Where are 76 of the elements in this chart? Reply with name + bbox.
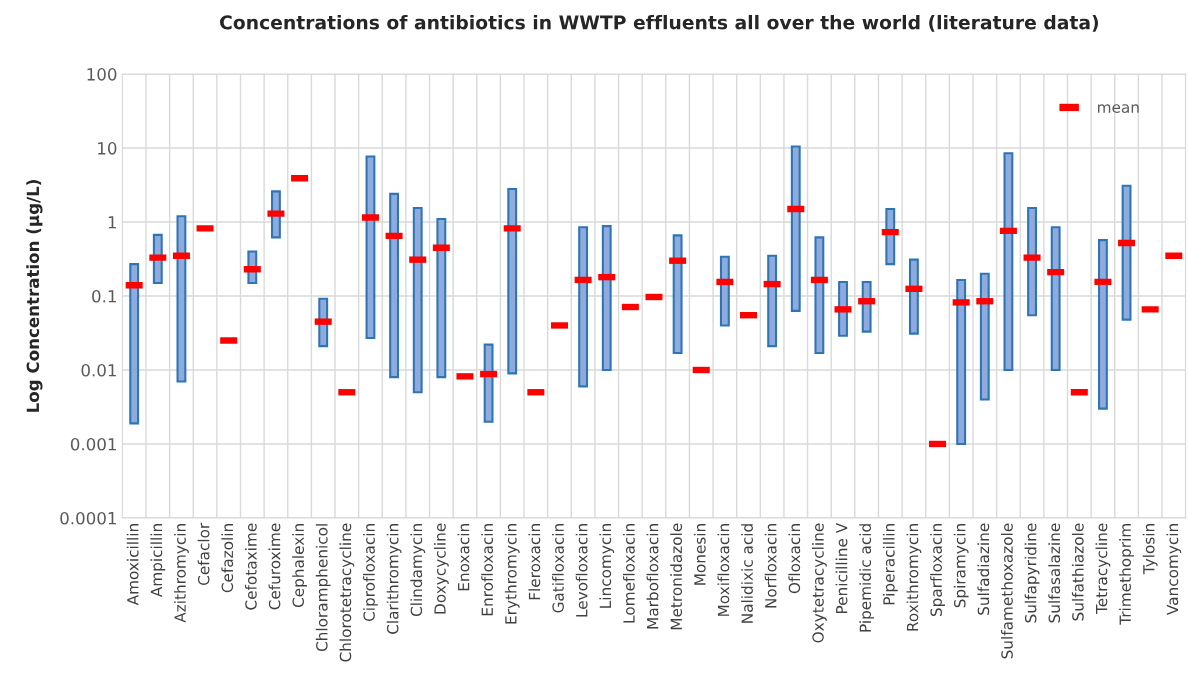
y-tick-label: 0.01 <box>81 363 116 377</box>
x-tick-label: Pipemidic acid <box>859 524 875 632</box>
x-tick-label: Cefaclor <box>197 522 210 586</box>
x-tick-label: Penicilline V <box>835 522 848 614</box>
x-tick-label: Amoxicillin <box>126 524 139 606</box>
x-tick-label: Roxithromycin <box>906 524 922 631</box>
x-tick-label: Tylosin <box>1142 524 1158 575</box>
x-tick-label: Lomefloxacin <box>622 524 635 623</box>
x-tick-label: Cephalexin <box>292 524 307 608</box>
x-tick-label: Cefazolin <box>221 524 234 593</box>
x-tick-label: Sulfadiazine <box>977 523 990 615</box>
bar <box>129 263 140 425</box>
x-tick-label: Sulfasalazine <box>1048 523 1061 623</box>
x-tick-label: Lincomycin <box>599 524 615 608</box>
x-tick-label: Piperacillin <box>882 524 898 605</box>
y-tick-label: 0.0001 <box>60 511 116 525</box>
x-tick-label: Moxifloxacin <box>717 524 730 616</box>
x-tick-label: Chloramphenicol <box>315 524 331 652</box>
bar <box>1003 152 1014 372</box>
x-tick-label: Vancomycin <box>1166 524 1182 615</box>
x-tick-label: Chlorotetracycline <box>339 523 355 662</box>
x-tick-label: Ciprofloxacin <box>363 524 378 622</box>
x-tick-label: Tetracycline <box>1095 523 1111 615</box>
x-tick-label: Metronidazole <box>670 523 683 630</box>
bar <box>672 234 683 354</box>
x-tick-label: Levofloxacin <box>575 524 588 617</box>
bar <box>956 278 967 445</box>
bar <box>1050 226 1061 372</box>
x-tick-label: Sulfapyridine <box>1024 523 1040 623</box>
x-tick-label: Clindamycin <box>410 524 426 617</box>
bar <box>908 258 919 335</box>
bar <box>814 236 825 354</box>
bar <box>389 192 400 379</box>
y-axis-title: Log Concentration (µg/L) <box>26 180 43 412</box>
bar <box>507 187 518 375</box>
x-tick-label: Cefuroxime <box>268 523 281 610</box>
bar <box>176 215 187 383</box>
bar <box>979 272 990 401</box>
x-tick-label: Erythromycin <box>504 524 520 624</box>
x-tick-label: Norfloxacin <box>764 524 777 608</box>
x-tick-label: Sulfathiazole <box>1071 523 1084 621</box>
bar <box>719 255 730 327</box>
x-tick-label: Enoxacin <box>457 524 470 591</box>
x-tick-label: Nalidixic acid <box>741 524 753 623</box>
x-tick-label: Marbofloxacin <box>646 524 659 629</box>
bar <box>1027 206 1037 317</box>
bar <box>412 206 423 394</box>
bar <box>483 343 494 423</box>
y-tick-label: 100 <box>87 68 117 81</box>
x-tick-label: Ampicillin <box>150 524 166 598</box>
x-tick-label: Fleroxacin <box>528 524 541 600</box>
x-tick-label: Gatifloxacin <box>552 524 564 613</box>
bar <box>1097 239 1108 410</box>
x-tick-label: Sparfloxacin <box>930 524 945 617</box>
y-tick-label: 0.1 <box>92 289 116 303</box>
x-tick-label: Azithromycin <box>174 524 189 623</box>
y-tick-label: 1 <box>108 216 116 229</box>
bar <box>578 226 589 388</box>
x-tick-label: Cefotaxime <box>244 523 257 610</box>
x-tick-label: Enrofloxacin <box>481 524 494 616</box>
x-tick-label: Spiramycin <box>953 524 969 608</box>
x-tick-label: Oxytetracycline <box>812 523 827 643</box>
x-tick-label: Ofloxacin <box>788 524 801 594</box>
bar <box>767 254 778 348</box>
x-tick-label: Monesin <box>693 524 706 585</box>
y-tick-label: 0.001 <box>70 437 116 451</box>
x-tick-label: Sulfamethoxazole <box>1001 523 1013 659</box>
bar <box>790 145 801 312</box>
x-tick-label: Doxycycline <box>433 523 449 614</box>
x-tick-label: Trimethoprim <box>1119 524 1134 625</box>
bar <box>601 225 612 372</box>
legend-label: mean <box>1098 104 1139 113</box>
y-tick-label: 10 <box>98 142 117 155</box>
chart-title: Concentrations of antibiotics in WWTP effluents all over the world (literature data) <box>220 14 1098 32</box>
x-tick-label: Clarithromycin <box>386 524 402 634</box>
bar <box>436 217 447 379</box>
